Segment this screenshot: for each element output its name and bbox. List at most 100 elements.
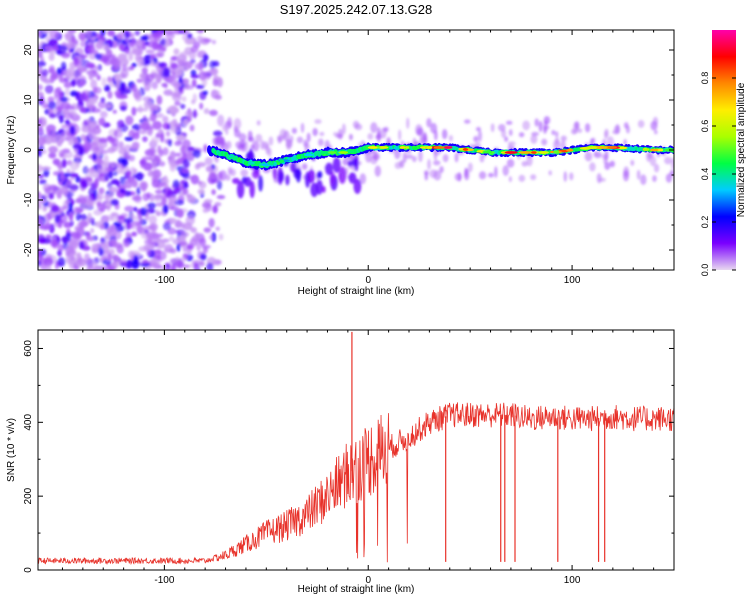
noise-blob xyxy=(149,222,159,232)
noise-blob xyxy=(139,129,146,135)
noise-blob xyxy=(57,206,65,214)
noise-blob xyxy=(161,196,167,206)
noise-blob xyxy=(38,50,43,59)
noise-blob xyxy=(116,33,124,40)
noise-blob xyxy=(291,127,297,134)
noise-blob xyxy=(87,44,96,54)
ridge-peak xyxy=(377,146,389,149)
noise-blob xyxy=(99,207,106,213)
noise-blob xyxy=(174,67,183,76)
noise-blob xyxy=(184,37,195,45)
noise-blob xyxy=(554,136,560,146)
noise-blob xyxy=(170,92,181,98)
noise-blob xyxy=(534,118,539,127)
noise-blob xyxy=(464,168,470,181)
noise-blob xyxy=(206,262,214,270)
noise-blob xyxy=(142,42,147,51)
noise-blob xyxy=(208,234,214,240)
noise-blob xyxy=(126,170,132,177)
noise-blob xyxy=(159,62,168,69)
noise-blob xyxy=(92,86,102,94)
ridge-peak xyxy=(399,146,406,149)
noise-blob xyxy=(118,44,125,51)
noise-blob xyxy=(195,84,205,89)
noise-blob xyxy=(187,146,195,152)
noise-blob xyxy=(61,185,69,196)
noise-blob xyxy=(202,54,209,62)
noise-blob xyxy=(149,112,157,122)
noise-blob xyxy=(68,202,73,212)
noise-blob xyxy=(75,231,81,239)
noise-blob xyxy=(70,172,79,178)
noise-blob xyxy=(424,171,429,181)
noise-blob xyxy=(172,179,180,189)
noise-blob xyxy=(121,39,126,45)
noise-blob xyxy=(214,94,222,100)
noise-blob xyxy=(170,127,180,134)
noise-blob xyxy=(202,90,208,95)
noise-blob xyxy=(234,129,241,138)
noise-blob xyxy=(147,202,157,209)
noise-blob xyxy=(136,78,143,83)
noise-blob xyxy=(82,246,91,251)
noise-blob xyxy=(78,32,86,41)
spectrogram-y-tick-label: 0 xyxy=(23,147,34,153)
noise-blob xyxy=(78,241,85,250)
noise-blob xyxy=(96,193,104,200)
spectrogram-y-tick-label: -20 xyxy=(23,242,34,257)
noise-blob xyxy=(174,199,185,206)
noise-blob xyxy=(38,191,42,200)
noise-blob xyxy=(158,233,164,238)
noise-blob xyxy=(80,40,87,48)
noise-blob xyxy=(175,159,183,165)
noise-blob xyxy=(53,133,64,144)
noise-blob xyxy=(182,188,189,195)
noise-blob xyxy=(111,66,117,71)
noise-blob xyxy=(169,217,178,223)
noise-blob xyxy=(141,121,150,131)
noise-blob xyxy=(57,257,66,267)
noise-blob xyxy=(267,147,272,157)
noise-blob xyxy=(354,154,359,172)
noise-blob xyxy=(38,60,47,67)
noise-blob xyxy=(97,168,108,174)
noise-blob xyxy=(293,168,302,179)
noise-blob xyxy=(209,60,216,69)
ridge-peak xyxy=(658,148,664,152)
noise-blob xyxy=(104,173,110,182)
noise-blob xyxy=(467,162,473,173)
noise-blob xyxy=(55,50,64,55)
noise-blob xyxy=(43,101,48,109)
noise-blob xyxy=(215,226,220,231)
noise-blob xyxy=(71,36,76,44)
noise-blob xyxy=(113,129,118,137)
noise-blob xyxy=(131,231,138,237)
snr-data xyxy=(38,331,674,566)
noise-blob xyxy=(312,128,318,137)
noise-blob xyxy=(125,230,131,238)
noise-blob xyxy=(78,197,88,204)
noise-blob xyxy=(239,139,246,149)
noise-blob xyxy=(498,123,506,132)
noise-blob xyxy=(306,132,311,143)
noise-blob xyxy=(61,130,72,141)
noise-blob xyxy=(221,124,228,132)
noise-blob xyxy=(249,181,255,199)
noise-blob xyxy=(182,158,190,168)
noise-blob xyxy=(604,128,609,138)
noise-blob xyxy=(106,135,114,141)
noise-blob xyxy=(51,130,56,137)
noise-blob xyxy=(57,244,64,252)
noise-blob xyxy=(61,158,67,168)
noise-blob xyxy=(186,245,193,250)
noise-blob xyxy=(65,105,75,111)
noise-blob xyxy=(623,122,629,129)
noise-blob xyxy=(48,145,59,154)
noise-blob xyxy=(78,220,89,228)
noise-blob xyxy=(508,129,513,137)
noise-blob xyxy=(109,191,114,200)
noise-blob xyxy=(191,79,197,88)
ridge-peak xyxy=(279,159,285,163)
noise-blob xyxy=(653,163,660,173)
